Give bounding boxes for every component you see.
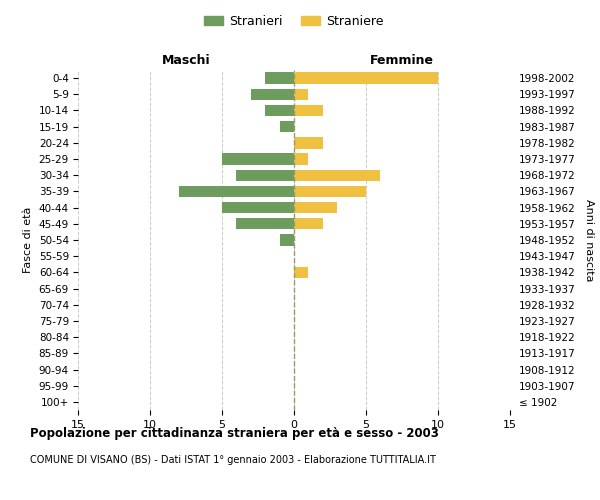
Bar (294, 202, 337, 213)
Legend: Stranieri, Straniere: Stranieri, Straniere (199, 10, 389, 33)
Bar (236, 170, 294, 181)
Bar (294, 105, 323, 116)
Bar (294, 88, 308, 100)
Bar (222, 154, 294, 164)
Bar (294, 218, 323, 230)
Bar (294, 266, 308, 278)
Bar (280, 234, 294, 246)
Bar (294, 154, 308, 164)
Bar (265, 72, 294, 84)
Text: Popolazione per cittadinanza straniera per età e sesso - 2003: Popolazione per cittadinanza straniera p… (30, 428, 439, 440)
Bar (294, 186, 366, 197)
Bar (294, 72, 438, 84)
Bar (280, 121, 294, 132)
Bar (251, 88, 294, 100)
Bar (236, 218, 294, 230)
Bar (294, 137, 323, 148)
Text: Femmine: Femmine (370, 54, 434, 66)
Y-axis label: Anni di nascita: Anni di nascita (584, 198, 594, 281)
Bar (294, 170, 380, 181)
Y-axis label: Fasce di età: Fasce di età (23, 207, 33, 273)
Bar (265, 105, 294, 116)
Bar (222, 202, 294, 213)
Bar (179, 186, 294, 197)
Text: Maschi: Maschi (161, 54, 211, 66)
Text: COMUNE DI VISANO (BS) - Dati ISTAT 1° gennaio 2003 - Elaborazione TUTTITALIA.IT: COMUNE DI VISANO (BS) - Dati ISTAT 1° ge… (30, 455, 436, 465)
